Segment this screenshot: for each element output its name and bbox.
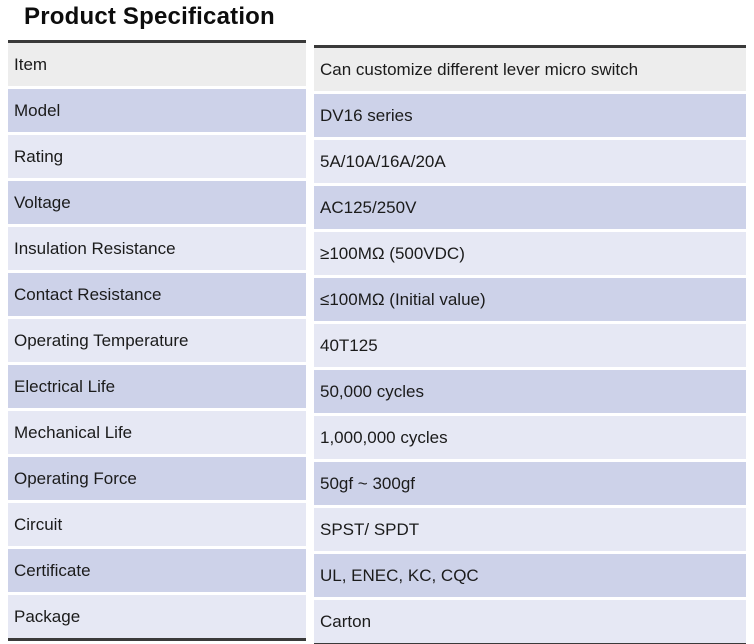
spec-value-cell: Carton <box>314 600 746 643</box>
spec-label-cell: Electrical Life <box>8 365 306 408</box>
spec-value-cell: ≤100MΩ (Initial value) <box>314 278 746 321</box>
spec-value-cell: DV16 series <box>314 94 746 137</box>
spec-label-cell: Insulation Resistance <box>8 227 306 270</box>
spec-label-cell: Certificate <box>8 549 306 592</box>
spec-value-cell: Can customize different lever micro swit… <box>314 48 746 91</box>
spec-value-cell: UL, ENEC, KC, CQC <box>314 554 746 597</box>
spec-label-cell: Package <box>8 595 306 638</box>
spec-value-cell: 50,000 cycles <box>314 370 746 413</box>
spec-value-cell: AC125/250V <box>314 186 746 229</box>
spec-label-cell: Mechanical Life <box>8 411 306 454</box>
spec-label-cell: Contact Resistance <box>8 273 306 316</box>
spec-value-cell: 40T125 <box>314 324 746 367</box>
spec-label-cell: Operating Force <box>8 457 306 500</box>
spec-labels-column: Item Model Rating Voltage Insulation Resista… <box>8 40 306 641</box>
spec-label-cell: Circuit <box>8 503 306 546</box>
spec-value-cell: 1,000,000 cycles <box>314 416 746 459</box>
spec-value-cell: 50gf ~ 300gf <box>314 462 746 505</box>
spec-label-cell: Item <box>8 43 306 86</box>
spec-label-cell: Operating Temperature <box>8 319 306 362</box>
spec-value-cell: ≥100MΩ (500VDC) <box>314 232 746 275</box>
spec-label-cell: Model <box>8 89 306 132</box>
spec-value-cell: SPST/ SPDT <box>314 508 746 551</box>
spec-values-column: Can customize different lever micro swit… <box>314 45 746 644</box>
spec-table: Item Model Rating Voltage Insulation Resista… <box>8 40 746 644</box>
spec-value-cell: 5A/10A/16A/20A <box>314 140 746 183</box>
spec-label-cell: Rating <box>8 135 306 178</box>
page-title: Product Specification <box>24 3 275 30</box>
spec-label-cell: Voltage <box>8 181 306 224</box>
